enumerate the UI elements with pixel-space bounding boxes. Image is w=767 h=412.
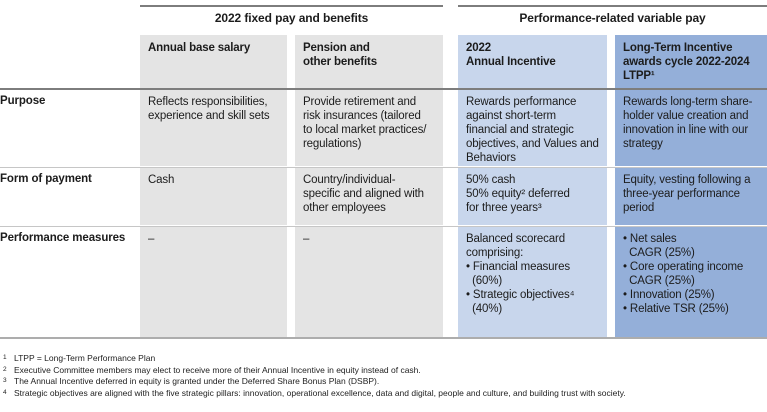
footnote-1: 1 LTPP = Long-Term Performance Plan bbox=[3, 353, 767, 365]
cell-measures-base-salary: – bbox=[140, 227, 287, 337]
cell-purpose-long-term-incentive: Rewards long-term share- holder value cr… bbox=[615, 90, 767, 166]
cell-purpose-annual-incentive: Rewards performance against short-term f… bbox=[458, 90, 607, 166]
group-header-fixed-pay: 2022 fixed pay and benefits bbox=[140, 5, 443, 35]
compensation-table: 2022 fixed pay and benefits Performance-… bbox=[0, 5, 767, 339]
header-divider-line bbox=[0, 88, 767, 90]
cell-payment-long-term-incentive: Equity, vesting following a three-year p… bbox=[615, 168, 767, 225]
footnote-text: Executive Committee members may elect to… bbox=[14, 364, 421, 375]
footnote-2: 2 Executive Committee members may elect … bbox=[3, 365, 767, 377]
row-label-purpose: Purpose bbox=[0, 90, 140, 166]
col-header-annual-base-salary: Annual base salary bbox=[140, 35, 287, 88]
footnote-3: 3 The Annual Incentive deferred in equit… bbox=[3, 376, 767, 388]
cell-payment-base-salary: Cash bbox=[140, 168, 287, 225]
footnotes: 1 LTPP = Long-Term Performance Plan 2 Ex… bbox=[3, 353, 767, 400]
col-header-long-term-incentive: Long-Term Incentive awards cycle 2022-20… bbox=[615, 35, 767, 88]
cell-purpose-pension: Provide retirement and risk insurances (… bbox=[295, 90, 443, 166]
footnote-4: 4 Strategic objectives are aligned with … bbox=[3, 388, 767, 400]
cell-measures-pension: – bbox=[295, 227, 443, 337]
footnote-number: 1 bbox=[3, 354, 7, 361]
row-label-performance-measures: Performance measures bbox=[0, 227, 140, 337]
row-divider-line bbox=[0, 167, 767, 168]
col-header-annual-incentive: 2022 Annual Incentive bbox=[458, 35, 607, 88]
footnote-number: 3 bbox=[3, 377, 7, 385]
cell-payment-pension: Country/individual- specific and aligned… bbox=[295, 168, 443, 225]
col-header-pension-benefits: Pension and other benefits bbox=[295, 35, 443, 88]
cell-measures-annual-incentive: Balanced scorecard comprising: • Financi… bbox=[458, 227, 607, 337]
footnote-number: 4 bbox=[3, 389, 7, 397]
table-bottom-line bbox=[0, 337, 767, 339]
footnote-text: LTPP = Long-Term Performance Plan bbox=[14, 353, 156, 363]
cell-purpose-base-salary: Reflects responsibilities, experience an… bbox=[140, 90, 287, 166]
cell-measures-long-term-incentive: • Net sales CAGR (25%) • Core operating … bbox=[615, 227, 767, 337]
cell-payment-annual-incentive: 50% cash 50% equity² deferred for three … bbox=[458, 168, 607, 225]
row-divider-line bbox=[0, 226, 767, 227]
row-label-form-of-payment: Form of payment bbox=[0, 168, 140, 225]
group-header-variable-pay: Performance-related variable pay bbox=[458, 5, 767, 35]
footnote-number: 2 bbox=[3, 365, 7, 373]
footnote-text: Strategic objectives are aligned with th… bbox=[14, 388, 626, 399]
footnote-text: The Annual Incentive deferred in equity … bbox=[14, 376, 380, 387]
